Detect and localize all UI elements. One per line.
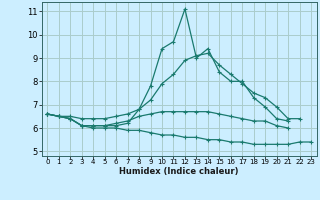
- X-axis label: Humidex (Indice chaleur): Humidex (Indice chaleur): [119, 167, 239, 176]
